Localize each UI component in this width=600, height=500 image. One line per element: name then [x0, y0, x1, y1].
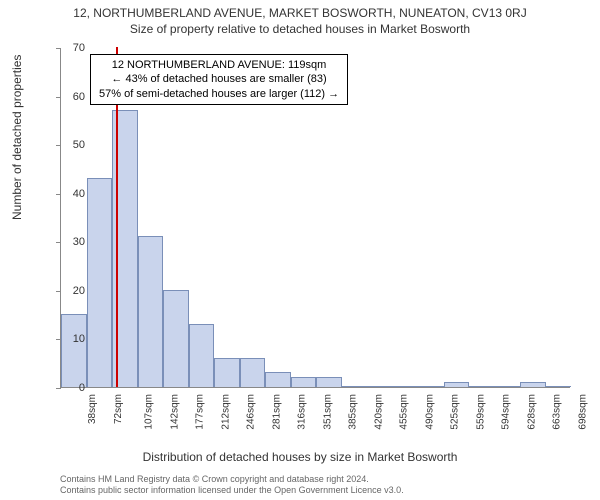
x-tick-label: 246sqm — [246, 394, 257, 430]
histogram-bar — [240, 358, 266, 387]
histogram-bar — [418, 386, 444, 387]
x-tick-label: 628sqm — [526, 394, 537, 430]
x-tick-label: 351sqm — [322, 394, 333, 430]
y-tick-label: 0 — [55, 382, 85, 394]
histogram-bar — [291, 377, 317, 387]
histogram-bar — [138, 236, 164, 387]
info-annotation-box: 12 NORTHUMBERLAND AVENUE: 119sqm ← 43% o… — [90, 54, 348, 105]
x-tick-label: 385sqm — [348, 394, 359, 430]
x-tick-label: 281sqm — [271, 394, 282, 430]
histogram-bar — [189, 324, 215, 387]
footer-line2: Contains public sector information licen… — [60, 485, 404, 496]
histogram-bar — [367, 386, 393, 387]
x-tick-label: 525sqm — [450, 394, 461, 430]
histogram-bar — [265, 372, 291, 387]
x-tick-label: 177sqm — [195, 394, 206, 430]
histogram-bar — [546, 386, 572, 387]
histogram-bar — [520, 382, 546, 387]
x-tick-label: 212sqm — [220, 394, 231, 430]
histogram-bar — [214, 358, 240, 387]
histogram-bar — [469, 386, 495, 387]
x-tick-label: 490sqm — [424, 394, 435, 430]
x-tick-label: 455sqm — [399, 394, 410, 430]
x-axis-title: Distribution of detached houses by size … — [0, 450, 600, 464]
x-tick-label: 142sqm — [169, 394, 180, 430]
histogram-bar — [61, 314, 87, 387]
histogram-bar — [495, 386, 521, 387]
infobox-line1: 12 NORTHUMBERLAND AVENUE: 119sqm — [99, 58, 339, 72]
y-tick-label: 40 — [55, 188, 85, 200]
y-tick-label: 50 — [55, 139, 85, 151]
footer-attribution: Contains HM Land Registry data © Crown c… — [60, 474, 404, 496]
y-tick-label: 10 — [55, 333, 85, 345]
infobox-line3: 57% of semi-detached houses are larger (… — [99, 87, 339, 101]
x-tick-label: 38sqm — [87, 394, 98, 424]
x-tick-label: 316sqm — [297, 394, 308, 430]
x-tick-label: 420sqm — [373, 394, 384, 430]
histogram-bar — [316, 377, 342, 387]
x-tick-label: 72sqm — [113, 394, 124, 424]
x-tick-label: 594sqm — [501, 394, 512, 430]
x-tick-label: 698sqm — [577, 394, 588, 430]
x-tick-label: 559sqm — [475, 394, 486, 430]
footer-line1: Contains HM Land Registry data © Crown c… — [60, 474, 404, 485]
x-tick-label: 663sqm — [552, 394, 563, 430]
y-tick-label: 60 — [55, 91, 85, 103]
y-tick-label: 70 — [55, 42, 85, 54]
page-title-subtitle: Size of property relative to detached ho… — [0, 20, 600, 36]
histogram-bar — [444, 382, 470, 387]
y-axis-title: Number of detached properties — [10, 55, 24, 220]
histogram-bar — [342, 386, 368, 387]
histogram-bar — [87, 178, 113, 387]
page-title-address: 12, NORTHUMBERLAND AVENUE, MARKET BOSWOR… — [0, 0, 600, 20]
x-tick-label: 107sqm — [144, 394, 155, 430]
y-tick-label: 20 — [55, 285, 85, 297]
y-tick-label: 30 — [55, 236, 85, 248]
infobox-line2: ← 43% of detached houses are smaller (83… — [99, 72, 339, 86]
histogram-bar — [163, 290, 189, 387]
histogram-bar — [393, 386, 419, 387]
